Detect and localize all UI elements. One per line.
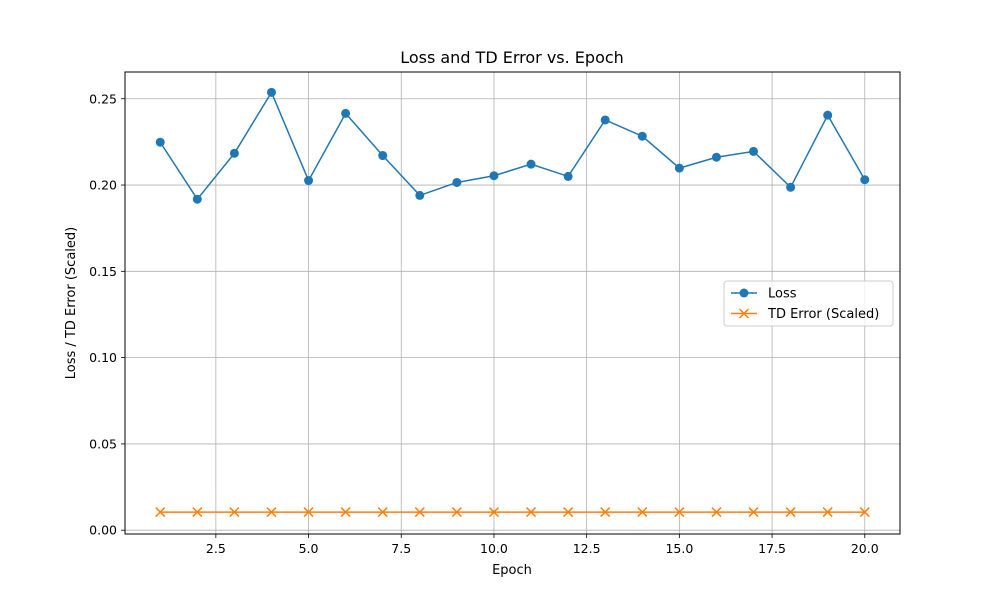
data-point: [488, 507, 499, 518]
legend-label: Loss: [768, 287, 797, 302]
data-point: [155, 137, 165, 147]
data-point: [637, 131, 647, 141]
x-tick-label: 7.5: [391, 541, 411, 556]
data-point: [192, 507, 203, 518]
data-point: [341, 108, 351, 118]
legend-box: [723, 280, 894, 327]
data-point: [452, 177, 462, 187]
series-line: [159, 90, 866, 201]
legend-marker: [738, 308, 750, 319]
x-tick-label: 17.5: [758, 541, 786, 556]
data-point: [377, 507, 388, 518]
y-tick-label: 0.25: [89, 91, 117, 106]
data-point: [823, 110, 833, 120]
x-tick-label: 12.5: [573, 541, 601, 556]
data-point: [192, 194, 202, 204]
data-point: [526, 159, 536, 169]
data-point: [340, 507, 351, 518]
series-loss: [155, 87, 870, 204]
grid-lines: [125, 72, 900, 534]
legend-entry: TD Error (Scaled): [731, 307, 879, 322]
x-tick-label: 10.0: [480, 541, 508, 556]
data-point: [155, 507, 166, 518]
legend-entry: Loss: [731, 287, 797, 302]
data-point: [378, 151, 388, 161]
y-tick-label: 0.00: [89, 523, 117, 538]
data-point: [303, 507, 314, 518]
plot-frame: [124, 71, 901, 535]
data-point: [637, 507, 648, 518]
y-axis: 0.00 0.05 0.10 0.15 0.20 0.25: [89, 91, 125, 538]
y-tick-label: 0.05: [89, 436, 117, 451]
x-tick-label: 20.0: [851, 541, 879, 556]
data-point: [304, 176, 314, 186]
series-td-error: [155, 507, 870, 518]
data-point: [785, 507, 796, 518]
chart-title: Loss and TD Error vs. Epoch: [400, 48, 624, 67]
y-tick-label: 0.20: [89, 178, 117, 193]
data-point: [859, 507, 870, 518]
x-tick-label: 2.5: [206, 541, 226, 556]
y-tick-label: 0.10: [89, 350, 117, 365]
y-tick-label: 0.15: [89, 264, 117, 279]
data-point: [266, 507, 277, 518]
data-point: [600, 507, 611, 518]
data-point: [786, 182, 796, 192]
y-axis-label: Loss / TD Error (Scaled): [64, 227, 79, 379]
data-point: [229, 148, 239, 158]
x-tick-label: 5.0: [299, 541, 319, 556]
data-point: [266, 87, 276, 97]
legend-label: TD Error (Scaled): [767, 307, 879, 322]
data-point: [415, 190, 425, 200]
data-point: [489, 171, 499, 181]
legend: Loss TD Error (Scaled): [723, 280, 894, 327]
data-point: [414, 507, 425, 518]
data-point: [748, 507, 759, 518]
data-point: [711, 507, 722, 518]
legend-marker: [739, 288, 749, 298]
data-point: [563, 171, 573, 181]
data-point: [563, 507, 574, 518]
data-point: [711, 152, 721, 162]
data-point: [860, 175, 870, 185]
x-tick-label: 15.0: [665, 541, 693, 556]
x-axis-label: Epoch: [492, 563, 532, 578]
series-layer: [155, 87, 870, 518]
data-point: [749, 146, 759, 156]
data-point: [229, 507, 240, 518]
data-point: [822, 507, 833, 518]
data-point: [451, 507, 462, 518]
x-axis: 2.5 5.0 7.5 10.0 12.5 15.0 17.5 20.0: [206, 534, 879, 556]
data-point: [526, 507, 537, 518]
data-point: [674, 163, 684, 173]
data-point: [600, 115, 610, 125]
data-point: [674, 507, 685, 518]
